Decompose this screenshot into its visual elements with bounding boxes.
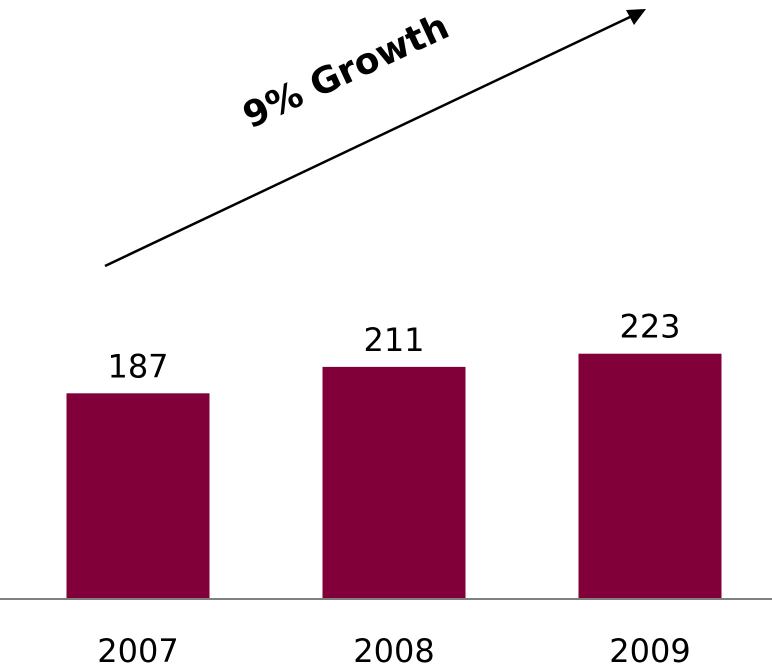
bar-2008: [322, 366, 466, 599]
category-label-2009: 2009: [609, 632, 690, 670]
growth-arrow-line: [104, 15, 631, 268]
bars-group: [66, 353, 722, 599]
growth-arrow-head: [626, 9, 646, 25]
growth-arrow: [104, 9, 646, 268]
bar-2009: [578, 353, 722, 599]
category-labels-group: 2007 2008 2009: [97, 632, 690, 670]
category-label-2008: 2008: [353, 632, 434, 670]
value-label-2008: 211: [363, 321, 424, 359]
category-label-2007: 2007: [97, 632, 178, 670]
value-label-2007: 187: [107, 347, 168, 385]
bar-2007: [66, 393, 210, 599]
value-label-2009: 223: [619, 308, 680, 346]
value-labels-group: 187 211 223: [107, 308, 680, 386]
growth-annotation-text: 9% Growth: [237, 6, 455, 137]
